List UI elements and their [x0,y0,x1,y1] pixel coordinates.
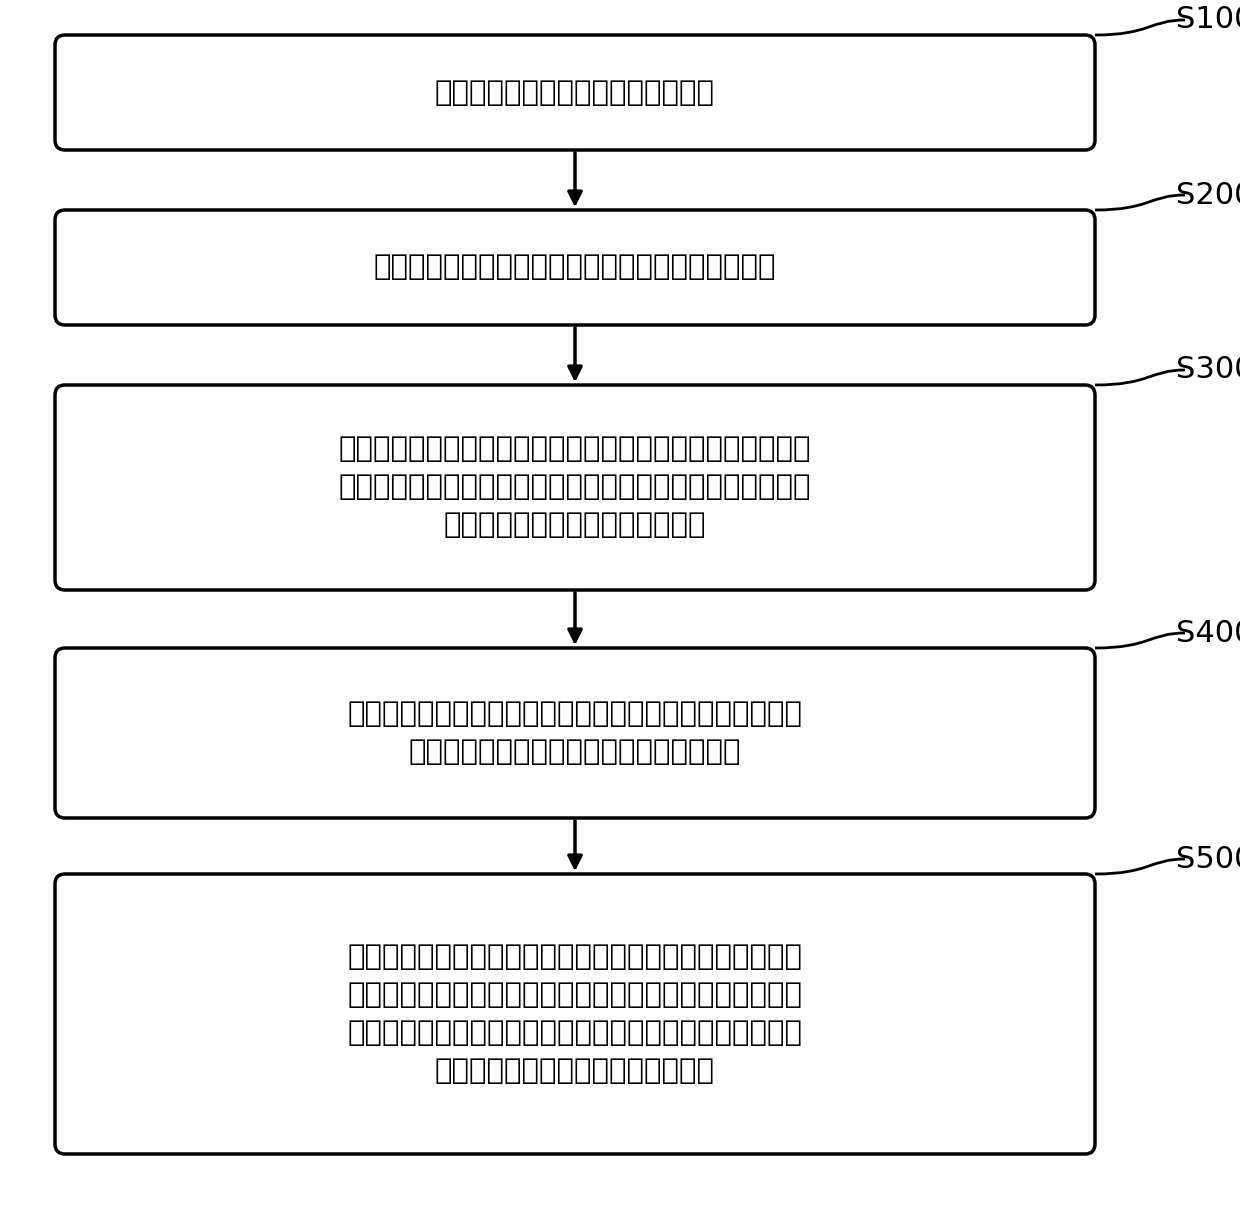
Text: S300: S300 [1177,356,1240,385]
Text: 量机模型预测相应的概率统计模型参数，概率统计模型参数: 量机模型预测相应的概率统计模型参数，概率统计模型参数 [347,981,802,1009]
Text: S400: S400 [1177,618,1240,647]
Text: 获取单个架次的每一种发动机参数构成的时序数据集: 获取单个架次的每一种发动机参数构成的时序数据集 [373,254,776,282]
FancyBboxPatch shape [55,385,1095,590]
Text: 机的概率统计模型参数中的异常数据: 机的概率统计模型参数中的异常数据 [435,1058,715,1085]
FancyBboxPatch shape [55,874,1095,1154]
Text: S100: S100 [1177,6,1240,35]
Text: 获取飞机多个架次的若干发动机参数: 获取飞机多个架次的若干发动机参数 [435,79,715,106]
FancyBboxPatch shape [55,35,1095,150]
Text: 通过基于概率统计模型的异常检测算法对每个时序数据集的发: 通过基于概率统计模型的异常检测算法对每个时序数据集的发 [339,436,811,463]
Text: 对于每个发动机参数，通过计算出的多组平均值、标准差和: 对于每个发动机参数，通过计算出的多组平均值、标准差和 [347,701,802,728]
Text: S200: S200 [1177,180,1240,209]
FancyBboxPatch shape [55,211,1095,325]
Text: 动机参数进行异常检测，计算出每个单个架次发动机参数的平: 动机参数进行异常检测，计算出每个单个架次发动机参数的平 [339,473,811,501]
Text: S500: S500 [1177,845,1240,874]
Text: 均值、标准差和概率统计模型参数: 均值、标准差和概率统计模型参数 [444,512,707,540]
Text: 计算出新架次的发动机参数的平均值和标准差，通过支持向: 计算出新架次的发动机参数的平均值和标准差，通过支持向 [347,943,802,970]
Text: 概率统计模型参数构建支持向量机分类模型: 概率统计模型参数构建支持向量机分类模型 [409,738,742,766]
Text: 通过基于概率统计模型的异常检测算法得出新架次飞机发动: 通过基于概率统计模型的异常检测算法得出新架次飞机发动 [347,1019,802,1047]
FancyBboxPatch shape [55,649,1095,818]
